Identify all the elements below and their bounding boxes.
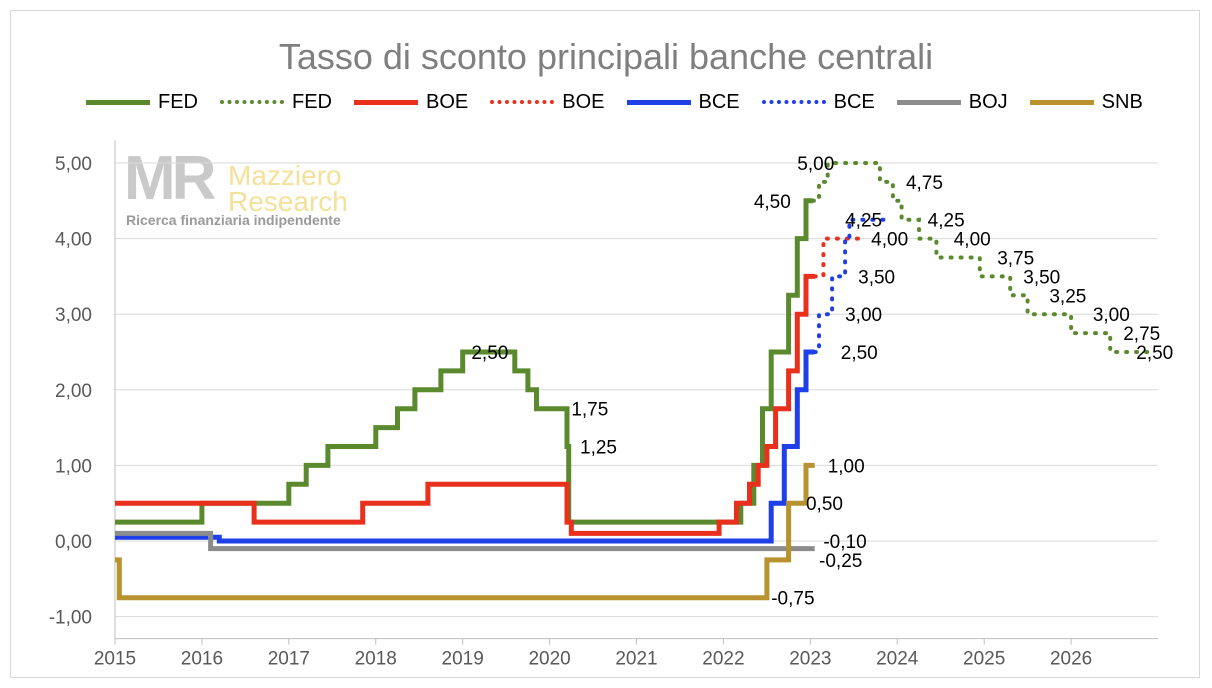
legend-swatch [761,100,826,104]
data-label: 1,25 [580,438,617,459]
legend-label: BOE [426,90,469,113]
data-label: 3,75 [997,249,1034,270]
data-label: 3,00 [1093,305,1130,326]
series-lines [115,161,1156,601]
x-tick-label: 2017 [268,649,310,670]
x-tick-label: 2024 [876,649,919,670]
data-label: 3,00 [845,305,882,326]
logo-mark: MR [124,144,216,213]
y-tick-label: 4,00 [55,230,92,251]
x-tick-label: 2015 [94,649,136,670]
y-tick-label: 1,00 [55,456,92,477]
y-tick-label: -1,00 [49,608,92,629]
series-bce-solid [115,349,815,544]
legend-swatch [354,99,418,105]
data-label: 5,00 [797,154,834,175]
legend-item-bce-dotted: BCE [761,90,875,114]
data-label: 0,50 [806,494,843,515]
legend-swatch [626,99,691,105]
series-boe-solid [115,273,815,536]
data-label: 2,50 [841,343,878,364]
data-labels: 2,501,751,254,505,004,754,25 4,254,00 4,00… [471,154,1173,610]
legend-label: BCE [833,90,875,113]
legend-swatch [220,100,284,104]
x-tick-label: 2019 [442,649,484,670]
x-tick-label: 2025 [963,649,1005,670]
logo-name-line2: Research [228,186,348,217]
data-label: 3,50 [1023,267,1060,288]
data-label: -0,25 [819,551,862,572]
legend-swatch [86,99,150,105]
x-tick-label: 2023 [789,649,831,670]
legend-label: FED [292,90,332,113]
legend-item-fed-dotted: FED [220,91,332,114]
legend-item-fed-solid: FED [86,91,198,114]
legend-label: BOJ [968,90,1008,113]
legend-label: SNB [1101,90,1143,113]
legend-item-bce-solid: BCE [626,90,740,114]
legend-label: FED [158,90,198,113]
series-snb-solid [115,462,815,601]
legend-swatch [1029,99,1094,105]
data-label: 1,00 [828,456,865,477]
chart-legend: FED FED BOE BOE BCE BCE BOJ SNB [86,90,1165,114]
data-label: 4,25 [928,211,965,232]
data-label: 3,25 [1049,286,1086,307]
legend-item-snb-solid: SNB [1029,90,1143,114]
series-fed-dotted [810,161,1156,354]
x-tick-label: 2022 [702,649,744,670]
data-label: -0,75 [771,589,814,610]
mazziero-research-logo: MR Mazziero Research Ricerca finanziaria… [124,144,364,234]
axes: -1,00 0,00 1,00 2,00 3,00 4,00 5,00 2015 2016 201… [49,140,1158,670]
y-tick-label: 2,00 [55,381,92,402]
legend-swatch [896,99,961,105]
x-tick-label: 2021 [615,649,657,670]
data-label: 1,75 [571,400,608,421]
series-boj-solid [115,530,815,552]
legend-label: BCE [698,90,740,113]
legend-item-boe-solid: BOE [354,91,468,114]
chart-frame [10,10,1200,678]
legend-swatch [490,100,555,104]
series-bce-dotted [812,217,891,354]
logo-tagline: Ricerca finanziaria indipendente [126,212,341,228]
y-tick-label: 3,00 [55,305,92,326]
x-tick-label: 2020 [528,649,570,670]
y-tick-label: 5,00 [55,154,92,175]
data-label: 2,50 [1136,343,1173,364]
data-label: 4,00 [871,230,908,251]
legend-item-boj-solid: BOJ [896,90,1008,114]
logo-name-line1: Mazziero [228,160,342,191]
data-label: 4,75 [906,173,943,194]
chart-title: Tasso di sconto principali banche centra… [278,36,934,77]
series-fed-solid [115,198,813,525]
legend-label: BOE [562,90,605,113]
data-label: 4,25 [845,211,882,232]
x-tick-label: 2018 [355,649,397,670]
legend-item-boe-dotted: BOE [490,90,605,114]
data-label: 3,50 [858,267,895,288]
series-boe-dotted [812,236,869,279]
x-tick-label: 2016 [181,649,223,670]
data-label: 4,50 [754,192,791,213]
data-label: 2,50 [471,343,508,364]
y-tick-label: 0,00 [55,532,92,553]
data-label: 4,00 [954,230,991,251]
x-tick-label: 2026 [1050,649,1092,670]
data-label: -0,10 [823,532,866,553]
data-label: 2,75 [1123,324,1160,345]
